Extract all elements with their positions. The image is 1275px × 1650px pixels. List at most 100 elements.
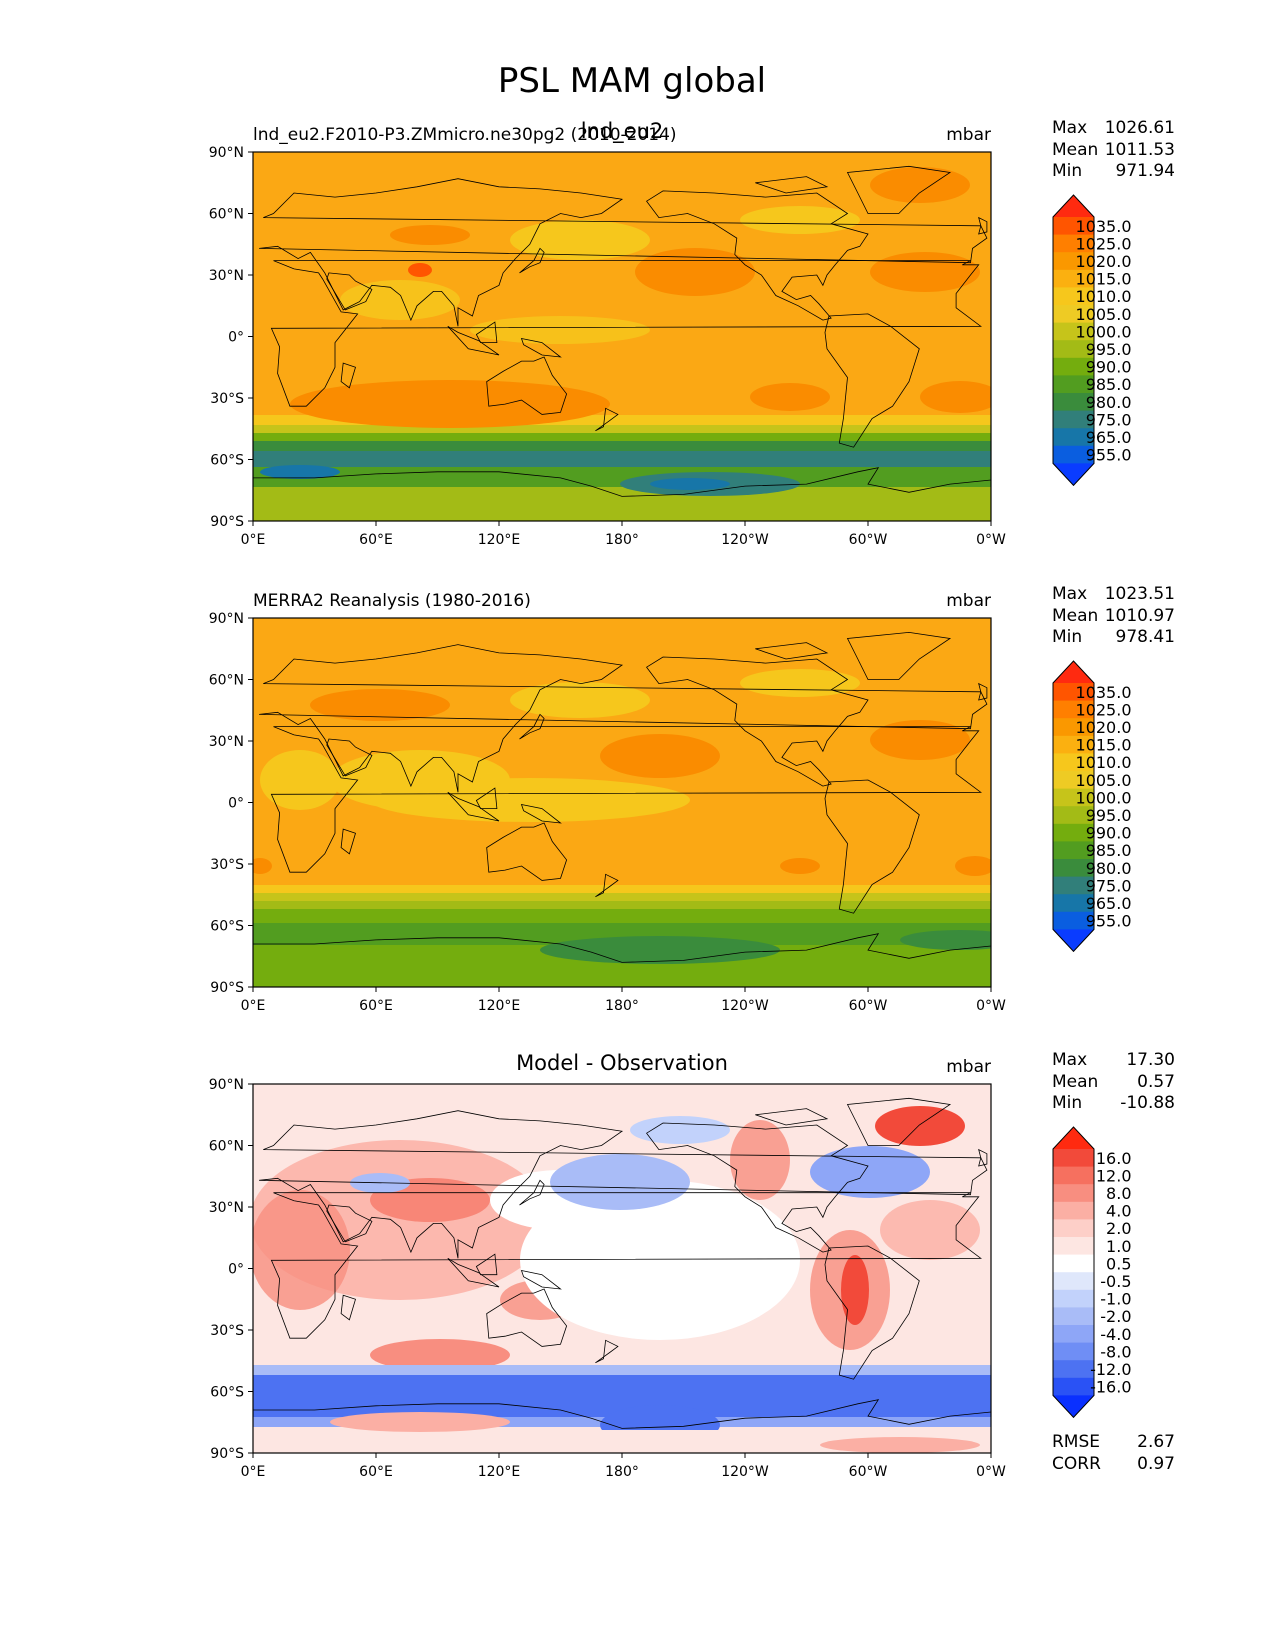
- x-tick-label: 120°E: [478, 998, 521, 1014]
- stat-obs-min: 978.41: [1116, 627, 1175, 647]
- map-field-obs: [253, 618, 991, 987]
- coastline-shape: [340, 362, 356, 389]
- y-tick-label: 90°S: [210, 1446, 244, 1462]
- coastline-shape: [253, 933, 991, 987]
- coastline-shape: [253, 467, 991, 521]
- colorbar-tick-label: -2.0: [1100, 1307, 1131, 1326]
- panel-diff-units: mbar: [946, 1057, 991, 1077]
- y-tick-label: 60°S: [210, 453, 244, 469]
- x-tick-label: 120°W: [721, 532, 769, 548]
- colorbar-tick-label: 4.0: [1106, 1202, 1131, 1221]
- colorbar-segment: [1053, 718, 1094, 737]
- y-tick-label: 60°N: [209, 207, 244, 223]
- colorbar-tick-label: 965.0: [1086, 894, 1132, 913]
- colorbar-tick-label: 985.0: [1086, 375, 1132, 394]
- coastline-shape: [595, 873, 619, 898]
- coastline-shape: [326, 738, 373, 777]
- x-tick-label: 0°E: [241, 998, 266, 1014]
- colorbar-segment: [1053, 859, 1094, 878]
- x-tick-label: 0°E: [241, 532, 266, 548]
- coastline-shape: [755, 1108, 829, 1126]
- y-tick-label: 30°S: [210, 391, 244, 407]
- colorbar-tick-label: 2.0: [1106, 1219, 1131, 1238]
- colorbar-segment: [1053, 771, 1094, 790]
- coastline-shape: [824, 779, 920, 914]
- colorbar-segment: [1053, 1289, 1094, 1308]
- colorbar-tick-label: -4.0: [1100, 1325, 1131, 1344]
- colorbar-segment: [1053, 1166, 1094, 1185]
- coastline-shape: [755, 642, 829, 660]
- coastline-shape: [846, 165, 952, 214]
- panel-model: [253, 152, 991, 521]
- colorbar-panel-0: 1035.01025.01020.01015.01010.01005.01000…: [1052, 194, 1132, 487]
- y-tick-label: 60°S: [210, 1385, 244, 1401]
- x-tick-label: 180°: [605, 998, 639, 1014]
- colorbar-segment: [1053, 1184, 1094, 1203]
- coastline-shape: [340, 1294, 356, 1321]
- map-field-model: [253, 152, 991, 521]
- coastline-shape: [646, 190, 869, 321]
- coastline-shape: [978, 682, 988, 701]
- x-tick-label: 60°E: [359, 532, 393, 548]
- y-tick-label: 30°N: [209, 268, 244, 284]
- x-tick-label: 0°E: [241, 1464, 266, 1480]
- colorbar-segment: [1053, 1377, 1094, 1396]
- colorbar-outline: [1052, 660, 1095, 953]
- colorbar-tick-label: 0.5: [1106, 1254, 1131, 1273]
- y-tick-label: 30°N: [209, 1200, 244, 1216]
- colorbar-extend-top: [1053, 661, 1094, 683]
- coastline-shape: [646, 656, 869, 787]
- colorbar-tick-label: -16.0: [1090, 1378, 1131, 1397]
- x-tick-label: 120°W: [721, 1464, 769, 1480]
- coastline-shape: [270, 726, 982, 873]
- colorbar-panel-2: 16.012.08.04.02.01.00.5-0.5-1.0-2.0-4.0-…: [1052, 1126, 1132, 1419]
- coastline-shape: [595, 407, 619, 432]
- colorbar-tick-label: 995.0: [1086, 806, 1132, 825]
- coastline-shape: [326, 1204, 373, 1243]
- y-tick-label: 90°S: [210, 980, 244, 996]
- colorbar-tick-label: 1005.0: [1076, 305, 1132, 324]
- y-tick-label: 30°S: [210, 1323, 244, 1339]
- stat-model-max: 1026.61: [1105, 118, 1175, 138]
- coastline-shape: [270, 1192, 982, 1339]
- coastline-shape: [486, 1288, 568, 1347]
- x-tick-label: 120°E: [478, 1464, 521, 1480]
- y-tick-label: 90°N: [209, 145, 244, 161]
- colorbar-tick-label: 1015.0: [1076, 270, 1132, 289]
- colorbar-segment: [1053, 841, 1094, 860]
- colorbar-segment: [1053, 1237, 1094, 1256]
- colorbar-segment: [1053, 683, 1094, 702]
- colorbar-segment: [1053, 393, 1094, 412]
- y-tick-label: 0°: [228, 1262, 244, 1278]
- colorbar-tick-label: 1025.0: [1076, 700, 1132, 719]
- colorbar-tick-label: 1025.0: [1076, 234, 1132, 253]
- stat-diff-max-label: Max: [1052, 1050, 1087, 1070]
- colorbar-tick-label: 965.0: [1086, 428, 1132, 447]
- coastline-shape: [520, 803, 562, 824]
- stat-obs-mean: 1010.97: [1105, 606, 1175, 626]
- panel-diff-center-title: Model - Observation: [516, 1051, 728, 1075]
- colorbar-tick-label: 1000.0: [1076, 322, 1132, 341]
- x-tick-label: 180°: [605, 1464, 639, 1480]
- coastline-shape: [846, 631, 952, 680]
- colorbar-segment: [1053, 911, 1094, 930]
- panel-obs-left-title: MERRA2 Reanalysis (1980-2016): [253, 591, 531, 611]
- colorbar-tick-label: 1035.0: [1076, 217, 1132, 236]
- colorbar-segment: [1053, 823, 1094, 842]
- colorbar-segment: [1053, 269, 1094, 288]
- coastline-shape: [486, 822, 568, 881]
- colorbar-segment: [1053, 305, 1094, 324]
- colorbar-panel-1: 1035.01025.01020.01015.01010.01005.01000…: [1052, 660, 1132, 953]
- panel-obs-units: mbar: [946, 591, 991, 611]
- colorbar-tick-label: 1000.0: [1076, 788, 1132, 807]
- colorbar-segment: [1053, 1342, 1094, 1361]
- colorbar-segment: [1053, 340, 1094, 359]
- coastline-shape: [475, 321, 498, 343]
- coastline-shape: [486, 356, 568, 415]
- x-tick-label: 60°W: [849, 1464, 888, 1480]
- colorbar-segment: [1053, 217, 1094, 236]
- coastline-shape: [253, 1399, 991, 1453]
- coastline-shape: [846, 1097, 952, 1146]
- colorbar-segment: [1053, 894, 1094, 913]
- colorbar-segment: [1053, 1325, 1094, 1344]
